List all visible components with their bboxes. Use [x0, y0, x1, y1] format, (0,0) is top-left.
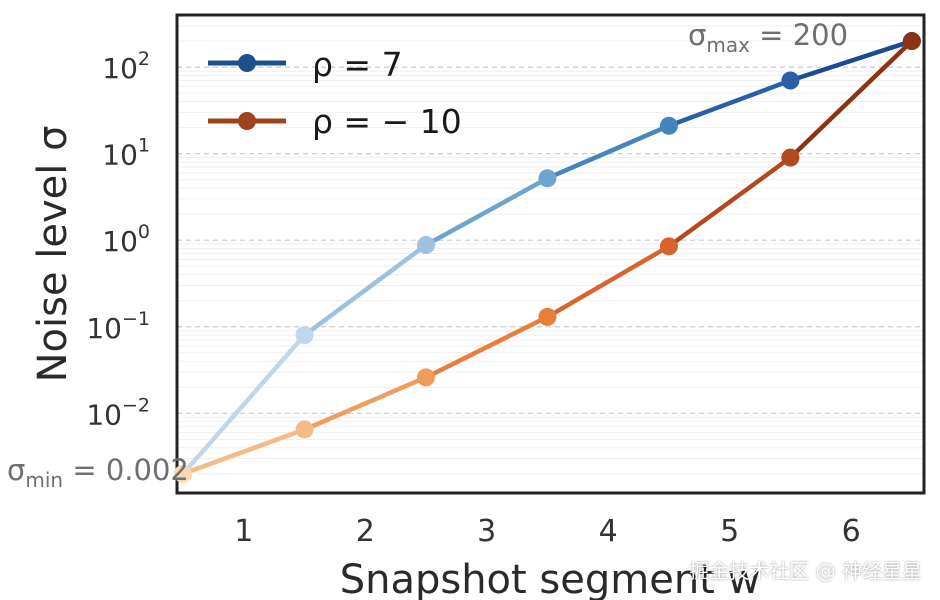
series-segment	[545, 244, 672, 320]
series-segment	[788, 38, 915, 160]
plot-frame	[175, 13, 926, 495]
x-tick-label: 4	[599, 514, 618, 549]
data-point	[174, 464, 193, 483]
y-tick-label: 102	[102, 48, 150, 85]
x-tick-label: 5	[720, 514, 739, 549]
y-tick-label: 10−1	[86, 308, 150, 345]
series-layer	[174, 32, 921, 483]
series-segment	[302, 375, 429, 432]
series-segment	[302, 242, 429, 338]
legend-marker-rho-minus-10	[238, 112, 256, 130]
legend-label-rho-7: ρ = 7	[312, 45, 403, 84]
y-tick-label: 101	[102, 135, 150, 172]
legend: ρ = 7 ρ = − 10	[208, 45, 462, 141]
series-segment	[180, 332, 307, 477]
x-ticks: 1 2 3 4 5 6	[234, 514, 860, 549]
legend-label-rho-minus-10: ρ = − 10	[312, 102, 462, 141]
sigma-max-symbol: σ	[688, 18, 706, 52]
data-point	[781, 148, 800, 167]
x-tick-label: 1	[234, 514, 253, 549]
sigma-min-value: = 0.002	[63, 453, 189, 487]
grid	[177, 14, 924, 475]
series-segment	[545, 123, 672, 181]
sigma-min-symbol: σ	[7, 453, 25, 487]
data-point	[417, 236, 435, 255]
data-point	[781, 71, 800, 90]
watermark: 掘金技术社区 @ 神经星星	[689, 559, 922, 583]
series-segment	[423, 175, 550, 248]
legend-marker-rho-7	[238, 54, 256, 72]
y-tick-label: 10−2	[86, 394, 150, 431]
sigma-min-annotation: σmin = 0.002	[7, 453, 189, 492]
data-point	[295, 326, 314, 345]
data-point	[659, 237, 678, 256]
series-segment	[666, 78, 793, 129]
series-segment	[180, 427, 307, 477]
y-tick-label: 100	[102, 221, 150, 258]
data-point	[659, 116, 678, 135]
sigma-max-value: = 200	[750, 18, 848, 52]
data-point	[538, 169, 557, 188]
x-axis-label: Snapshot segment w	[340, 557, 761, 600]
data-point	[902, 32, 921, 51]
series-segment	[666, 155, 793, 249]
series-segment	[423, 314, 550, 380]
data-point	[295, 420, 314, 439]
sigma-max-annotation: σmax = 200	[688, 18, 848, 57]
sigma-max-sub: max	[706, 33, 750, 57]
x-tick-label: 3	[477, 514, 496, 549]
y-ticks: 102 101 100 10−1 10−2	[86, 48, 150, 431]
series-segment	[788, 38, 915, 83]
data-point	[417, 368, 435, 387]
x-tick-label: 6	[842, 514, 861, 549]
series-1	[174, 32, 921, 483]
y-axis-label: Noise level σ	[30, 126, 76, 383]
data-point	[538, 307, 557, 326]
x-tick-label: 2	[356, 514, 375, 549]
sigma-min-sub: min	[25, 468, 63, 492]
